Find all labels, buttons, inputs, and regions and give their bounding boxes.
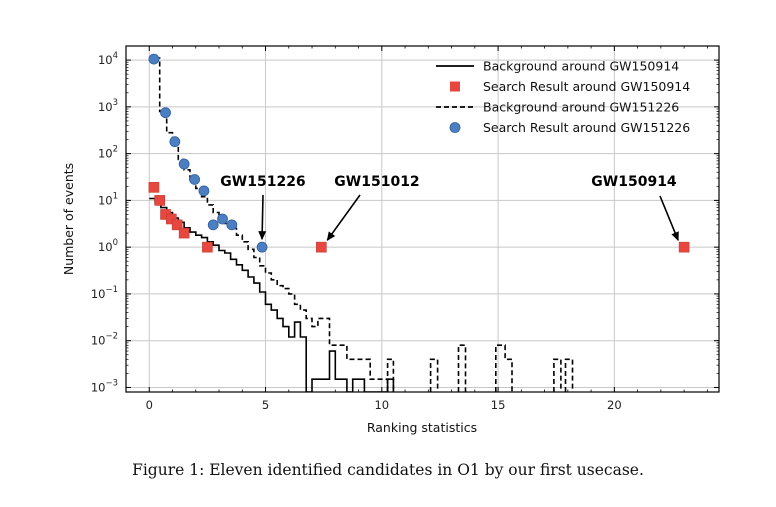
annotations: GW151226 GW151012 GW150914: [220, 174, 679, 242]
x-tick-label: 15: [491, 398, 506, 412]
search-result-gw150914-point: [166, 213, 177, 225]
legend-entry-label: Search Result around GW150914: [483, 79, 690, 94]
ticks: [125, 45, 719, 392]
grid: [126, 46, 719, 392]
legend-circle-swatch: [449, 122, 461, 133]
legend-entry-label: Search Result around GW151226: [483, 120, 690, 135]
x-tick-label: 0: [146, 398, 153, 412]
search-result-gw151226-point: [148, 53, 160, 65]
y-axis-label: Number of events: [61, 163, 76, 275]
search-result-gw151226-point: [189, 174, 201, 185]
legend: Background around GW150914 Search Result …: [436, 59, 690, 135]
search-result-gw151226-point: [178, 158, 190, 170]
search-result-gw150914-point: [678, 241, 690, 253]
y-tick-label: 102: [98, 145, 118, 161]
annotation-arrow: [659, 195, 679, 242]
search-result-gw150914-point: [202, 241, 213, 253]
search-result-gw151226-point: [198, 185, 210, 197]
search-result-gw151226-point: [226, 219, 238, 231]
x-tick-label: 5: [262, 398, 269, 412]
search-result-gw151226-point: [169, 136, 181, 148]
y-tick-label: 101: [98, 191, 118, 207]
background-gw151226-line-segment: [495, 344, 513, 392]
legend-entry-label: Background around GW150914: [483, 59, 679, 74]
y-tick-label: 103: [98, 98, 118, 114]
background-gw151226-line-segment: [564, 358, 574, 392]
search-result-gw150914-point: [171, 219, 183, 231]
legend-square-swatch: [450, 81, 460, 92]
x-tick-label: 10: [374, 398, 389, 412]
y-tick-label: 10−3: [91, 378, 118, 394]
figure-caption: Figure 1: Eleven identified candidates i…: [132, 461, 644, 479]
background-gw150914-line: [149, 197, 395, 392]
search-result-gw151226-point: [160, 107, 171, 119]
annotation-label: GW150914: [591, 174, 677, 190]
search-result-gw150914-point: [148, 182, 160, 193]
legend-entry-label: Background around GW151226: [483, 100, 679, 115]
y-tick-label: 10−2: [91, 332, 118, 348]
annotation-label: GW151226: [220, 174, 305, 190]
axes-frame: [125, 45, 720, 393]
background-gw151226-line-segment: [457, 344, 467, 392]
search-result-gw150914-point: [178, 227, 190, 239]
x-tick-label: 20: [607, 398, 622, 412]
y-tick-label: 100: [98, 238, 118, 254]
background-gw151226-line: [155, 57, 389, 392]
background-gw151226-line-segment: [553, 358, 562, 392]
annotation-arrow: [258, 194, 267, 241]
search-result-gw151226-point: [256, 241, 268, 253]
background-gw151226-line-segment: [386, 358, 395, 392]
search-result-gw150914-point: [154, 195, 166, 206]
x-axis-label: Ranking statistics: [367, 420, 477, 435]
y-tick-label: 104: [98, 51, 118, 67]
annotation-arrow: [326, 194, 361, 241]
tick-labels: 0 5 10 15 20 10−3 10−2 10−1 100 101 102 103 104: [91, 51, 622, 412]
background-gw151226-line-segment: [429, 358, 439, 392]
search-result-gw150914-point: [316, 241, 327, 253]
plot-area: [148, 53, 690, 392]
annotation-label: GW151012: [334, 174, 419, 190]
search-result-gw151226-point: [207, 219, 219, 231]
y-tick-label: 10−1: [91, 285, 118, 301]
search-result-gw151226-point: [217, 213, 228, 225]
